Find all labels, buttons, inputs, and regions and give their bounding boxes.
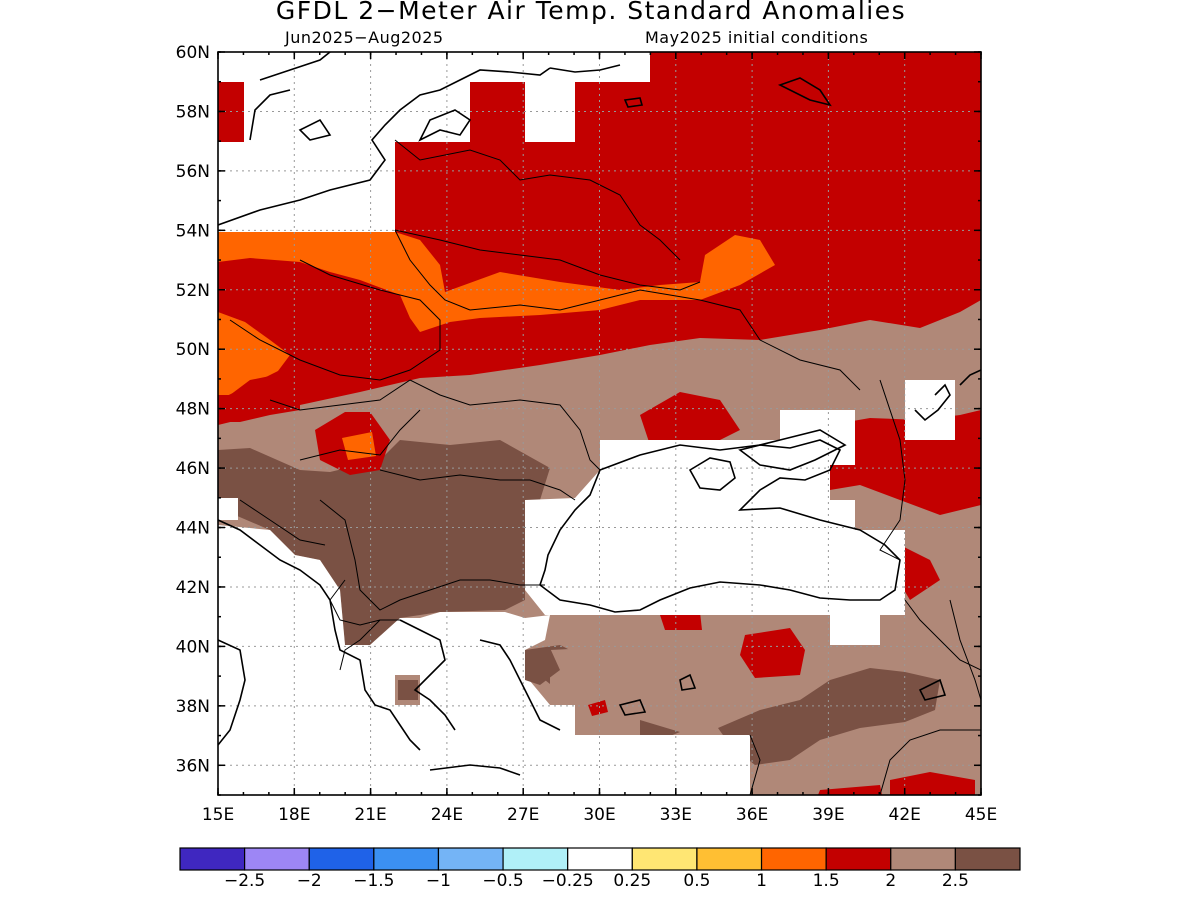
anomaly-fill — [218, 52, 981, 795]
colorbar-label: 0.25 — [613, 871, 652, 891]
colorbar-swatch — [825, 847, 892, 871]
colorbar-swatch — [696, 847, 763, 871]
lon-tick-label: 27E — [507, 805, 539, 825]
colorbar-swatch — [502, 847, 569, 871]
season-label: Jun2025−Aug2025 — [285, 28, 444, 47]
colorbar-label: −0.5 — [482, 871, 524, 891]
country-borders — [229, 139, 981, 795]
lon-tick-label: 30E — [583, 805, 615, 825]
coastlines — [218, 52, 981, 776]
colorbar — [179, 847, 1021, 871]
lon-tick-label: 15E — [202, 805, 234, 825]
lat-tick-label: 36N — [176, 756, 210, 776]
lon-tick-label: 24E — [431, 805, 463, 825]
map-title: GFDL 2−Meter Air Temp. Standard Anomalie… — [275, 0, 907, 25]
lat-tick-label: 44N — [176, 519, 210, 539]
lat-tick-label: 58N — [176, 102, 210, 122]
anomaly-region-orange — [218, 232, 775, 332]
lat-tick-label: 46N — [176, 459, 210, 479]
lon-tick-label: 21E — [354, 805, 386, 825]
lat-tick-label: 40N — [176, 637, 210, 657]
colorbar-label: 1 — [756, 871, 767, 891]
colorbar-swatch — [631, 847, 698, 871]
colorbar-swatch — [308, 847, 375, 871]
colorbar-swatch — [373, 847, 440, 871]
initial-conditions-label: May2025 initial conditions — [645, 28, 869, 47]
lat-tick-label: 56N — [176, 162, 210, 182]
colorbar-swatch — [567, 847, 633, 871]
lon-tick-label: 36E — [736, 805, 768, 825]
axis-ticks — [217, 51, 982, 796]
lon-tick-label: 45E — [965, 805, 997, 825]
lat-tick-label: 50N — [176, 340, 210, 360]
colorbar-label: −2.5 — [223, 871, 266, 891]
colorbar-swatch — [244, 847, 310, 871]
colorbar-label: −0.25 — [541, 871, 594, 891]
colorbar-swatch — [954, 847, 1021, 871]
lat-tick-label: 48N — [176, 400, 210, 420]
colorbar-label: −2 — [296, 871, 322, 891]
lon-tick-label: 42E — [889, 805, 921, 825]
lon-tick-label: 39E — [812, 805, 844, 825]
lat-tick-label: 38N — [176, 697, 210, 717]
colorbar-label: 0.5 — [683, 871, 711, 891]
colorbar-swatch — [179, 847, 246, 871]
map-grid — [218, 52, 981, 795]
colorbar-label: 2 — [885, 871, 897, 891]
colorbar-swatch — [437, 847, 504, 871]
colorbar-swatch — [890, 847, 956, 871]
lon-tick-label: 18E — [278, 805, 310, 825]
colorbar-label: −1.5 — [353, 871, 395, 891]
lat-tick-label: 42N — [176, 578, 210, 598]
colorbar-label: 1.5 — [812, 871, 840, 891]
lat-tick-label: 54N — [176, 221, 210, 241]
colorbar-swatch — [760, 847, 827, 871]
lat-tick-label: 52N — [176, 281, 210, 301]
colorbar-label: −1 — [425, 871, 451, 891]
axis-tick-labels: 15E 18E 21E 24E 27E 30E 33E 36E 39E 42E 45E 60N 58N 5… — [176, 43, 998, 825]
colorbar-label: 2.5 — [941, 871, 969, 891]
lat-tick-label: 60N — [176, 43, 210, 63]
lon-tick-label: 33E — [660, 805, 692, 825]
anomaly-region-darkbrown — [218, 440, 550, 645]
